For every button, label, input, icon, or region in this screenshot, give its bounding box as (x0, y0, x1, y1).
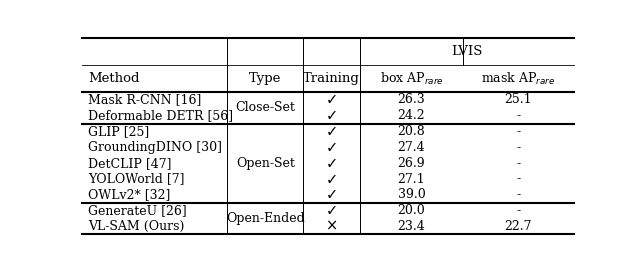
Text: OWLv2* [32]: OWLv2* [32] (88, 188, 171, 201)
Text: mask AP$_{rare}$: mask AP$_{rare}$ (481, 70, 556, 87)
Text: -: - (516, 109, 520, 122)
Text: 26.3: 26.3 (397, 94, 426, 106)
Text: 23.4: 23.4 (397, 220, 426, 233)
Text: Open-Ended: Open-Ended (226, 212, 305, 225)
Text: ×: × (326, 219, 338, 234)
Text: 24.2: 24.2 (397, 109, 426, 122)
Text: GroundingDINO [30]: GroundingDINO [30] (88, 141, 222, 154)
Text: ✓: ✓ (326, 140, 338, 155)
Text: box AP$_{rare}$: box AP$_{rare}$ (380, 70, 444, 87)
Text: Open-Set: Open-Set (236, 157, 295, 170)
Text: -: - (516, 204, 520, 217)
Text: 27.1: 27.1 (397, 173, 426, 185)
Text: LVIS: LVIS (451, 45, 483, 58)
Text: -: - (516, 188, 520, 201)
Text: ✓: ✓ (326, 203, 338, 218)
Text: ✓: ✓ (326, 172, 338, 187)
Text: GenerateU [26]: GenerateU [26] (88, 204, 187, 217)
Text: 25.1: 25.1 (504, 94, 532, 106)
Text: Close-Set: Close-Set (236, 101, 295, 114)
Text: Training: Training (303, 72, 360, 85)
Text: ✓: ✓ (326, 187, 338, 202)
Text: 39.0: 39.0 (397, 188, 426, 201)
Text: Type: Type (249, 72, 282, 85)
Text: 26.9: 26.9 (397, 157, 426, 170)
Text: ✓: ✓ (326, 156, 338, 171)
Text: -: - (516, 157, 520, 170)
Text: 22.7: 22.7 (504, 220, 532, 233)
Text: VL-SAM (Ours): VL-SAM (Ours) (88, 220, 185, 233)
Text: -: - (516, 173, 520, 185)
Text: YOLOWorld [7]: YOLOWorld [7] (88, 173, 185, 185)
Text: DetCLIP [47]: DetCLIP [47] (88, 157, 172, 170)
Text: 27.4: 27.4 (397, 141, 426, 154)
Text: ✓: ✓ (326, 124, 338, 139)
Text: -: - (516, 125, 520, 138)
Text: ✓: ✓ (326, 108, 338, 123)
Text: -: - (516, 141, 520, 154)
Text: ✓: ✓ (326, 92, 338, 107)
Text: 20.8: 20.8 (397, 125, 426, 138)
Text: 20.0: 20.0 (397, 204, 426, 217)
Text: Deformable DETR [56]: Deformable DETR [56] (88, 109, 234, 122)
Text: Method: Method (88, 72, 140, 85)
Text: Mask R-CNN [16]: Mask R-CNN [16] (88, 94, 202, 106)
Text: GLIP [25]: GLIP [25] (88, 125, 150, 138)
